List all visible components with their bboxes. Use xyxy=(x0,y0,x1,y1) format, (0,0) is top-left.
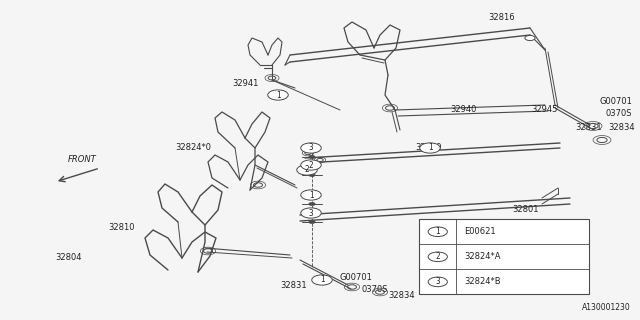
Text: E00621: E00621 xyxy=(464,227,495,236)
Text: 1: 1 xyxy=(428,143,432,153)
Text: 32945: 32945 xyxy=(532,106,558,115)
Text: FRONT: FRONT xyxy=(68,155,97,164)
Circle shape xyxy=(312,275,332,285)
Text: 0370S: 0370S xyxy=(362,285,388,294)
Text: 32834: 32834 xyxy=(388,292,415,300)
Text: 32941: 32941 xyxy=(232,78,259,87)
Circle shape xyxy=(309,202,315,205)
Text: 32809: 32809 xyxy=(415,143,442,153)
Text: 2: 2 xyxy=(305,165,309,174)
Text: 32810: 32810 xyxy=(108,223,134,233)
Circle shape xyxy=(428,252,447,262)
Circle shape xyxy=(525,36,535,41)
Text: 32831: 32831 xyxy=(575,124,602,132)
Circle shape xyxy=(309,220,315,224)
Text: 32824*A: 32824*A xyxy=(464,252,500,261)
Text: 3: 3 xyxy=(435,277,440,286)
Circle shape xyxy=(428,277,447,287)
Circle shape xyxy=(301,160,321,170)
Circle shape xyxy=(301,190,321,200)
Text: 32824*0: 32824*0 xyxy=(175,143,211,153)
Text: 2: 2 xyxy=(308,161,314,170)
Text: A130001230: A130001230 xyxy=(582,303,630,312)
Text: 32804: 32804 xyxy=(55,253,81,262)
Text: 32801: 32801 xyxy=(512,205,538,214)
Text: 1: 1 xyxy=(276,91,280,100)
Text: 32824*B: 32824*B xyxy=(464,277,500,286)
Text: G00701: G00701 xyxy=(600,98,633,107)
Circle shape xyxy=(301,208,321,218)
Circle shape xyxy=(420,143,440,153)
Text: 32940: 32940 xyxy=(450,106,476,115)
Text: 3: 3 xyxy=(308,143,314,153)
Text: 32834: 32834 xyxy=(608,124,635,132)
Circle shape xyxy=(428,227,447,236)
Text: 1: 1 xyxy=(435,227,440,236)
FancyBboxPatch shape xyxy=(419,219,589,294)
Text: 3: 3 xyxy=(308,209,314,218)
Circle shape xyxy=(309,156,315,159)
Text: 0370S: 0370S xyxy=(606,109,632,118)
Text: 32816: 32816 xyxy=(488,13,515,22)
Text: 1: 1 xyxy=(320,276,324,284)
Text: 2: 2 xyxy=(435,252,440,261)
Text: G00701: G00701 xyxy=(340,274,373,283)
Text: 32831: 32831 xyxy=(280,281,307,290)
Circle shape xyxy=(301,143,321,153)
Text: 1: 1 xyxy=(308,190,314,199)
Circle shape xyxy=(297,165,317,175)
Circle shape xyxy=(268,90,288,100)
Circle shape xyxy=(309,173,315,177)
